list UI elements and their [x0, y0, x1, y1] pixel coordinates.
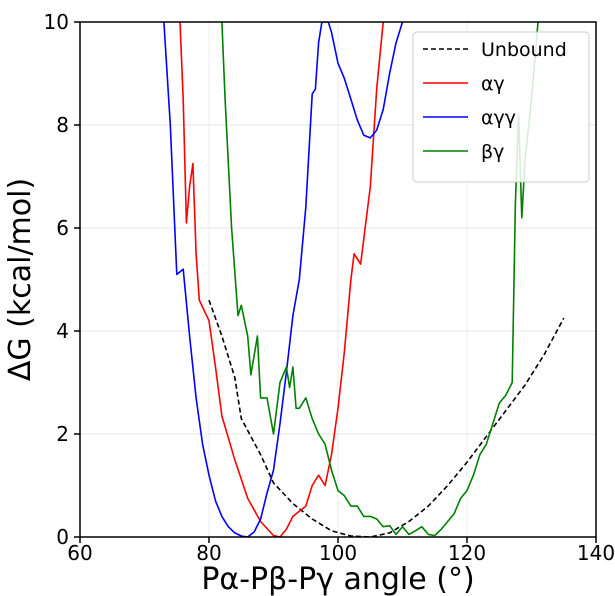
y-tick-label: 2 — [56, 422, 69, 446]
x-tick-label: 120 — [448, 541, 486, 565]
x-tick-label: 140 — [577, 541, 615, 565]
series-line-beta-gamma — [221, 22, 539, 537]
x-tick-label: 60 — [67, 541, 92, 565]
y-tick-label: 6 — [56, 216, 69, 240]
legend-box — [412, 31, 590, 183]
legend-label: αγ — [481, 73, 505, 95]
series-line-alpha-gamma-gamma — [163, 22, 404, 537]
y-tick-label: 10 — [44, 10, 69, 34]
x-tick-label: 100 — [319, 541, 357, 565]
legend-label: Unbound — [481, 39, 567, 61]
ticks: 60 80 100 120 140 0 2 4 6 8 10 — [44, 10, 615, 565]
series-layer — [163, 22, 565, 537]
legend: Unbound αγ αγγ βγ — [412, 31, 590, 183]
x-tick-label: 80 — [196, 541, 221, 565]
series-line-alpha-gamma — [179, 22, 384, 537]
y-tick-label: 4 — [56, 319, 69, 343]
series-line-unbound — [208, 299, 565, 537]
y-tick-label: 0 — [56, 525, 69, 549]
legend-label: βγ — [481, 141, 504, 163]
legend-label: αγγ — [481, 107, 516, 129]
y-tick-label: 8 — [56, 113, 69, 137]
y-axis-title: ΔG (kcal/mol) — [3, 178, 38, 381]
x-axis-title: Pα-Pβ-Pγ angle (°) — [201, 562, 474, 596]
